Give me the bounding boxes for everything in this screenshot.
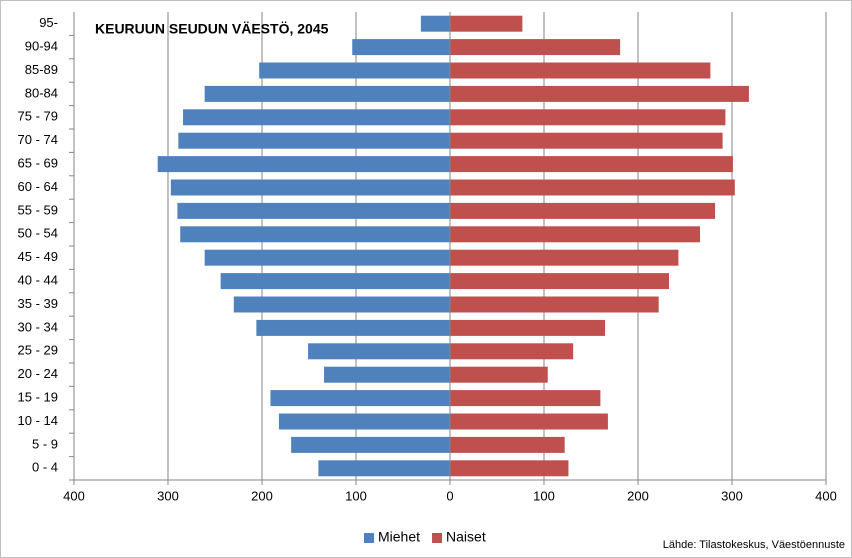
bar bbox=[157, 156, 450, 173]
bar bbox=[178, 132, 450, 149]
y-tick-label: 30 - 34 bbox=[18, 319, 58, 334]
x-tick-label: 0 bbox=[446, 488, 453, 503]
bar bbox=[324, 366, 450, 383]
legend-swatch bbox=[364, 533, 374, 543]
bar bbox=[450, 413, 608, 430]
bar bbox=[183, 109, 451, 126]
bar bbox=[450, 436, 565, 453]
bar bbox=[352, 39, 450, 56]
bar bbox=[180, 226, 450, 243]
bar bbox=[256, 319, 450, 336]
x-tick-label: 400 bbox=[63, 488, 85, 503]
y-tick-label: 70 - 74 bbox=[18, 132, 58, 147]
bar bbox=[450, 273, 670, 290]
bar bbox=[270, 390, 450, 407]
bar bbox=[450, 249, 679, 266]
bar bbox=[170, 179, 450, 196]
bar bbox=[450, 460, 569, 477]
x-tick-label: 300 bbox=[157, 488, 179, 503]
y-tick-label: 65 - 69 bbox=[18, 156, 58, 171]
y-tick-label: 15 - 19 bbox=[18, 390, 58, 405]
bar bbox=[233, 296, 450, 313]
y-tick-label: 85-89 bbox=[25, 62, 58, 77]
bar bbox=[204, 249, 450, 266]
bar bbox=[308, 343, 450, 360]
bar bbox=[220, 273, 450, 290]
y-tick-label: 55 - 59 bbox=[18, 202, 58, 217]
y-tick-label: 35 - 39 bbox=[18, 296, 58, 311]
y-tick-label: 5 - 9 bbox=[32, 436, 58, 451]
chart-title: KEURUUN SEUDUN VÄESTÖ, 2045 bbox=[95, 21, 329, 37]
source-note: Lähde: Tilastokeskus, Väestöennuste bbox=[663, 539, 845, 551]
bar bbox=[291, 436, 450, 453]
x-tick-label: 100 bbox=[533, 488, 555, 503]
y-tick-label: 25 - 29 bbox=[18, 343, 58, 358]
y-tick-label: 40 - 44 bbox=[18, 273, 58, 288]
x-tick-label: 100 bbox=[345, 488, 367, 503]
y-tick-label: 90-94 bbox=[25, 39, 58, 54]
bar bbox=[450, 156, 733, 173]
bar bbox=[450, 343, 574, 360]
bar bbox=[450, 85, 749, 102]
bar bbox=[450, 319, 606, 336]
bar bbox=[450, 15, 523, 32]
y-tick-label: 75 - 79 bbox=[18, 109, 58, 124]
bar bbox=[450, 390, 601, 407]
legend-label: Miehet bbox=[378, 529, 420, 545]
x-tick-label: 200 bbox=[627, 488, 649, 503]
y-tick-label: 0 - 4 bbox=[32, 460, 58, 475]
y-tick-label: 80-84 bbox=[25, 85, 58, 100]
y-tick-label: 20 - 24 bbox=[18, 366, 58, 381]
x-tick-label: 400 bbox=[815, 488, 837, 503]
bar bbox=[450, 296, 659, 313]
bar bbox=[318, 460, 450, 477]
bar bbox=[450, 202, 716, 219]
bar bbox=[450, 39, 621, 56]
y-tick-label: 60 - 64 bbox=[18, 179, 58, 194]
bar bbox=[420, 15, 450, 32]
legend-label: Naiset bbox=[446, 529, 486, 545]
y-tick-label: 45 - 49 bbox=[18, 249, 58, 264]
bar bbox=[450, 179, 735, 196]
bar bbox=[204, 85, 450, 102]
bar bbox=[450, 366, 548, 383]
legend-swatch bbox=[432, 533, 443, 543]
y-tick-label: 50 - 54 bbox=[18, 226, 58, 241]
y-tick-label: 10 - 14 bbox=[18, 413, 58, 428]
bar bbox=[278, 413, 450, 430]
y-tick-label: 95- bbox=[39, 15, 58, 30]
bar bbox=[177, 202, 450, 219]
x-tick-label: 300 bbox=[721, 488, 743, 503]
x-tick-label: 200 bbox=[251, 488, 273, 503]
bar bbox=[259, 62, 450, 79]
bar bbox=[450, 226, 701, 243]
bar bbox=[450, 132, 723, 149]
bar bbox=[450, 109, 726, 126]
bar bbox=[450, 62, 711, 79]
